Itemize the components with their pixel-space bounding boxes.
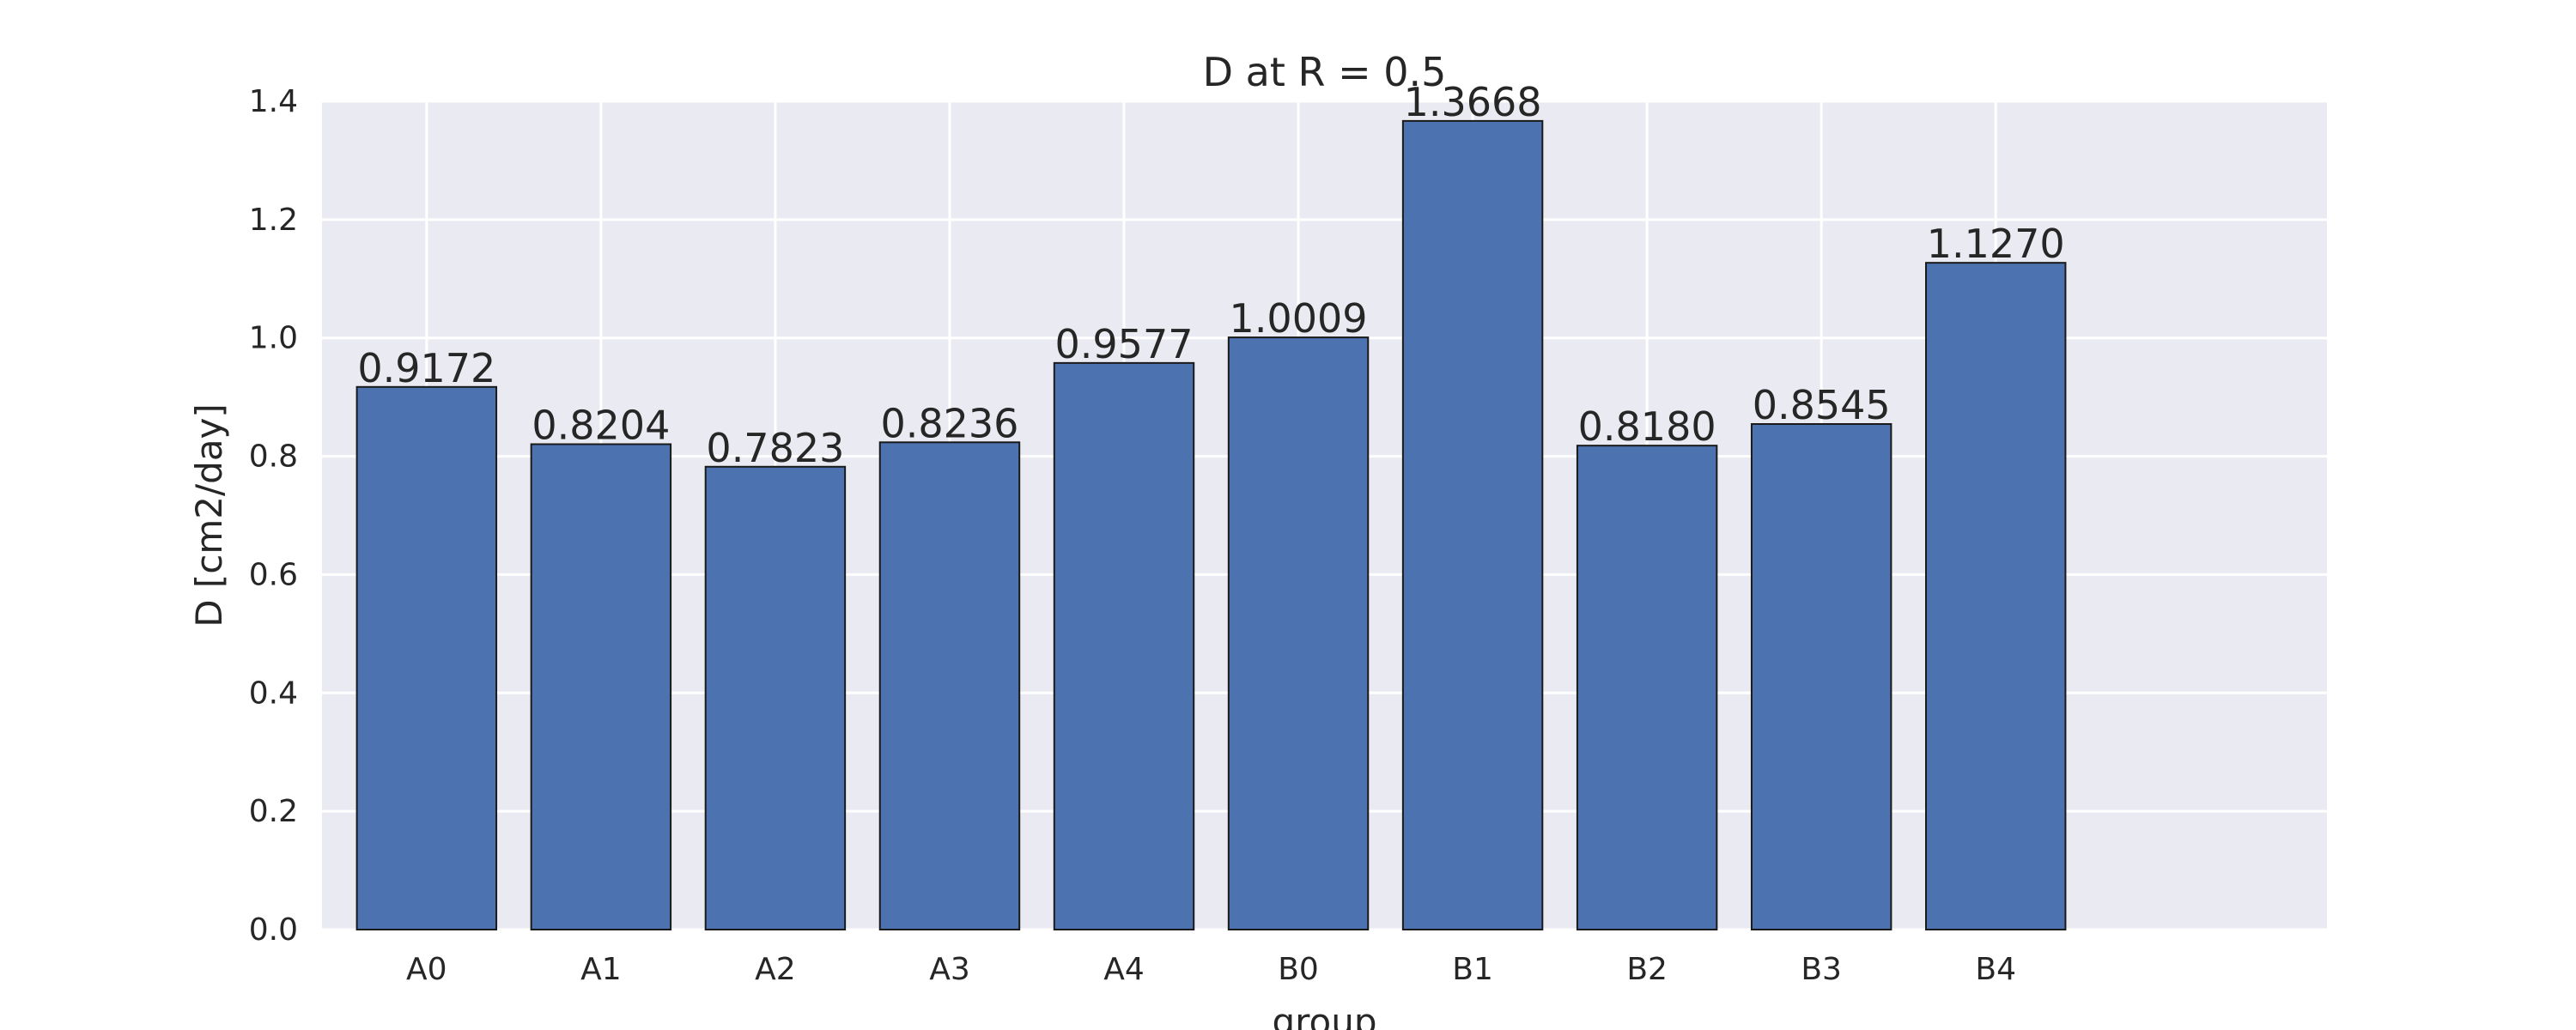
- value-label-B4: 1.1270: [1927, 221, 2065, 267]
- bar-A4: [1053, 361, 1195, 930]
- y-tick-label: 1.4: [249, 84, 298, 119]
- x-tick-label-B3: B3: [1801, 952, 1842, 987]
- value-label-A1: 0.8204: [532, 403, 670, 449]
- bars: [355, 119, 2067, 931]
- x-tick-label-B1: B1: [1452, 952, 1493, 987]
- x-tick-label-A1: A1: [580, 952, 622, 987]
- x-tick-label-B2: B2: [1626, 952, 1668, 987]
- x-tick-label-A4: A4: [1103, 952, 1145, 987]
- value-label-B3: 0.8545: [1753, 382, 1891, 428]
- y-tick-label: 0.0: [249, 912, 298, 948]
- bar-A2: [704, 465, 847, 930]
- bar-B2: [1576, 445, 1718, 930]
- bar-B3: [1750, 423, 1893, 930]
- bar-A0: [355, 385, 498, 930]
- bar-B1: [1401, 119, 1544, 931]
- bar-B0: [1227, 336, 1370, 930]
- y-axis-label: D [cm2/day]: [188, 403, 230, 627]
- y-tick-label: 0.4: [249, 676, 298, 711]
- x-tick-labels: A0 A1 A2 A3 A4 B0 B1 B2 B3 B4: [406, 952, 2016, 987]
- value-label-A4: 0.9577: [1055, 321, 1194, 367]
- value-labels: 0.9172 0.8204 0.7823 0.8236 0.9577 1.0009 1.36…: [357, 79, 2064, 471]
- bar-A3: [878, 441, 1021, 930]
- value-label-B0: 1.0009: [1230, 295, 1368, 342]
- y-tick-label: 0.2: [249, 794, 298, 829]
- value-label-B1: 1.3668: [1404, 79, 1542, 125]
- bar-A1: [530, 443, 672, 930]
- y-tick-label: 0.8: [249, 439, 298, 475]
- x-tick-label-A2: A2: [755, 952, 796, 987]
- chart-title: D at R = 0.5: [1203, 49, 1447, 95]
- bar-B4: [1925, 262, 2067, 930]
- value-label-A2: 0.7823: [706, 425, 844, 471]
- y-tick-label: 1.2: [249, 203, 298, 238]
- value-label-A0: 0.9172: [357, 345, 495, 391]
- y-tick-label: 0.6: [249, 557, 298, 592]
- y-tick-labels: 0.0 0.2 0.4 0.6 0.8 1.0 1.2 1.4: [249, 84, 298, 948]
- y-tick-label: 1.0: [249, 321, 298, 356]
- value-label-A3: 0.8236: [880, 400, 1018, 446]
- value-label-B2: 0.8180: [1578, 403, 1716, 450]
- x-tick-label-B0: B0: [1278, 952, 1319, 987]
- x-tick-label-B4: B4: [1975, 952, 2016, 987]
- x-tick-label-A3: A3: [929, 952, 970, 987]
- x-axis-label: group: [1273, 1001, 1377, 1030]
- x-tick-label-A0: A0: [406, 952, 447, 987]
